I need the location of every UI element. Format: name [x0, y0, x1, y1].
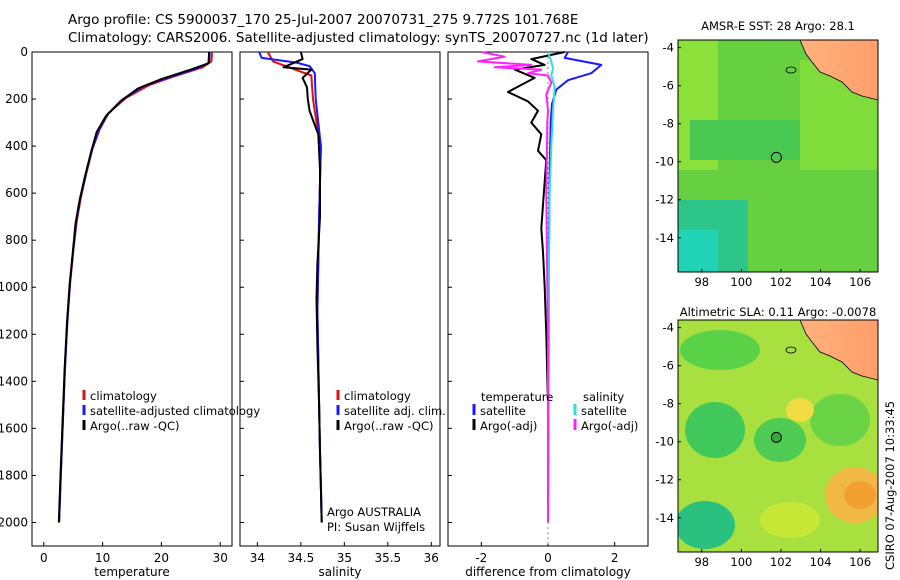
sla-map-xtick-label: 106 [849, 555, 871, 569]
temperature-series-satellite-adjusted-climatology [58, 51, 211, 523]
difference-xtick-label: 2 [611, 551, 619, 565]
salinity-xlabel: salinity [318, 565, 361, 579]
sla-land-sumatra-java [799, 320, 878, 381]
temperature-ytick-label: 1800 [0, 468, 28, 482]
temperature-xlabel: temperature [94, 565, 169, 579]
sla-high-mid [786, 398, 814, 422]
salinity-axes-frame [239, 51, 441, 547]
salinity-legend-label: climatology [344, 389, 411, 403]
sst-map-xtick-label: 104 [810, 275, 832, 289]
salinity-series-argo-raw-qc- [282, 51, 323, 523]
sst-map-ytick-label: -8 [663, 117, 674, 131]
sst-map-argo-location-marker [770, 151, 782, 163]
difference-series-salinity-argo-adj- [477, 51, 553, 523]
sst-map-title: AMSR-E SST: 28 Argo: 28.1 [701, 19, 855, 33]
temperature-xtick-label: 20 [154, 551, 169, 565]
difference-legend-label: Argo(-adj) [480, 419, 537, 433]
salinity-xtick-label: 36 [424, 551, 439, 565]
sla-map-xtick-label: 98 [694, 555, 709, 569]
temperature-ytick-label: 1000 [0, 280, 28, 294]
salinity-xtick-label: 34.5 [288, 551, 315, 565]
sst-map-xtick-label: 100 [730, 275, 752, 289]
difference-xtick-label: 0 [544, 551, 552, 565]
sst-map-ytick-label: -12 [655, 193, 674, 207]
salinity-series-satellite-adj-clim- [258, 51, 323, 523]
temperature-legend-label: climatology [90, 389, 157, 403]
sst-island [785, 66, 797, 74]
salinity-annotation: Argo AUSTRALIA [327, 505, 421, 519]
temperature-ytick-label: 2000 [0, 515, 28, 529]
sla-map-ytick-label: -4 [663, 321, 674, 335]
sla-map-frame [677, 319, 879, 553]
temperature-ytick-label: 600 [5, 186, 28, 200]
temperature-xtick-label: 30 [213, 551, 228, 565]
temperature-legend-label: satellite-adjusted climatology [90, 404, 260, 418]
difference-legend-label: satellite [581, 404, 627, 418]
temperature-ytick-label: 1200 [0, 327, 28, 341]
sst-map-frame [677, 39, 879, 273]
sst-map-xtick-label: 102 [770, 275, 792, 289]
temperature-xtick-label: 10 [95, 551, 110, 565]
sst-map-xtick-label: 98 [694, 275, 709, 289]
sla-high-south [760, 502, 820, 538]
difference-legend-header: temperature [481, 390, 553, 404]
figure-title-line2: Climatology: CARS2006. Satellite-adjuste… [68, 30, 649, 46]
sla-low-east [810, 394, 870, 446]
temperature-ytick-label: 0 [20, 45, 28, 59]
temperature-ytick-label: 1600 [0, 421, 28, 435]
temperature-ytick-label: 400 [5, 139, 28, 153]
salinity-xtick-label: 35.5 [374, 551, 401, 565]
temperature-panel: 0 10 20 30 temperature 0 200 400 600 800 1000 1200 1… [0, 45, 260, 579]
temperature-series-argo-raw-qc- [57, 51, 211, 523]
temperature-axes-frame [31, 51, 233, 547]
temperature-ytick-label: 200 [5, 92, 28, 106]
sst-land-sumatra-java [799, 40, 878, 101]
temperature-series-climatology [58, 51, 213, 523]
sla-map-argo-location-marker [770, 431, 782, 443]
salinity-panel: 34 34.5 35 35.5 36 salinity climatologysatelli… [239, 51, 446, 579]
salinity-legend-label: Argo(..raw -QC) [344, 419, 434, 433]
sla-map-xtick-label: 100 [730, 555, 752, 569]
sla-map-ytick-label: -6 [663, 359, 674, 373]
temperature-ytick-label: 1400 [0, 374, 28, 388]
sla-map-xtick-label: 102 [770, 555, 792, 569]
temperature-ytick-label: 800 [5, 233, 28, 247]
difference-series-temperature-argo-adj- [507, 51, 565, 523]
salinity-legend-label: satellite adj. clim. [344, 404, 446, 418]
sst-map-ytick-label: -4 [663, 41, 674, 55]
difference-legend-label: satellite [480, 404, 526, 418]
difference-legend-label: Argo(-adj) [581, 419, 638, 433]
salinity-xtick-label: 35 [337, 551, 352, 565]
sla-map-ytick-label: -14 [655, 511, 674, 525]
credit-stamp: CSIRO 07-Aug-2007 10:33:45 [883, 401, 897, 570]
sst-map-xtick-label: 106 [849, 275, 871, 289]
temperature-legend-label: Argo(..raw -QC) [90, 419, 180, 433]
sla-low-southwest [678, 501, 735, 549]
temperature-xtick-label: 0 [40, 551, 48, 565]
sst-map-ytick-label: -10 [655, 155, 674, 169]
sst-patch-teal [678, 230, 718, 272]
difference-legend-header: salinity [583, 390, 624, 404]
difference-series-temperature-satellite [547, 51, 603, 523]
difference-xtick-label: -2 [475, 551, 487, 565]
figure-title-line1: Argo profile: CS 5900037_170 25-Jul-2007… [68, 12, 578, 28]
sst-map-ytick-label: -6 [663, 79, 674, 93]
salinity-annotation: PI: Susan Wijffels [327, 520, 425, 534]
sla-map-panel: Altimetric SLA: 0.11 Argo: -0.0078 98 100… [655, 305, 879, 569]
sst-map-ytick-label: -14 [655, 231, 674, 245]
sst-map-panel: AMSR-E SST: 28 Argo: 28.1 98 100 102 104 106… [655, 19, 879, 289]
sla-low-west [685, 402, 745, 458]
sla-island [785, 346, 797, 354]
salinity-xtick-label: 34 [250, 551, 265, 565]
sla-map-ytick-label: -10 [655, 435, 674, 449]
sla-high-core [844, 481, 876, 509]
sla-low-north [680, 330, 760, 370]
sla-map-xtick-label: 104 [810, 555, 832, 569]
sla-map-title: Altimetric SLA: 0.11 Argo: -0.0078 [680, 305, 877, 319]
sla-map-ytick-label: -12 [655, 473, 674, 487]
sla-map-ytick-label: -8 [663, 397, 674, 411]
difference-xlabel: difference from climatology [465, 565, 631, 579]
